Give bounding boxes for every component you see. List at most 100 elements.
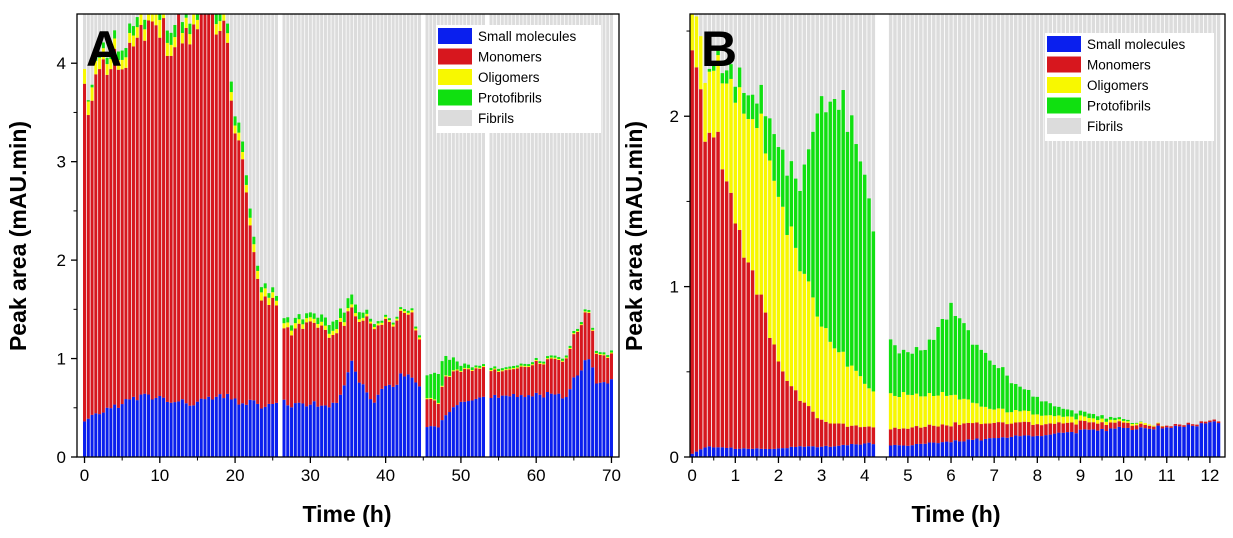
stacked-bar (523, 14, 527, 457)
bar-segment-oligomers (120, 59, 124, 70)
bar-segment-monomers (1199, 421, 1203, 424)
stacked-bar (750, 14, 755, 457)
bar-segment-monomers (538, 364, 542, 395)
bar-segment-fibrils (376, 14, 380, 457)
bar-segment-small-molecules (1134, 429, 1139, 457)
stacked-bar (305, 14, 309, 457)
bar-segment-protofibrils (109, 51, 113, 59)
stacked-bar (1031, 14, 1035, 457)
bar-segment-fibrils (252, 14, 256, 457)
bar-segment-protofibrils (94, 57, 98, 61)
bar-segment-oligomers (418, 337, 422, 340)
bar-segment-fibrils (380, 14, 384, 457)
bar-segment-protofibrils (406, 310, 410, 313)
bar-segment-oligomers (297, 319, 301, 324)
stacked-bar (1160, 14, 1165, 457)
x-tick-label: 12 (1200, 466, 1219, 485)
bar-segment-small-molecules (992, 438, 996, 457)
bar-segment-monomers (527, 367, 531, 396)
x-tick-label: 11 (1158, 466, 1176, 485)
stacked-bar (742, 14, 746, 457)
bar-segment-monomers (579, 325, 583, 371)
bar-segment-fibrils (1078, 14, 1083, 457)
bar-segment-monomers (594, 353, 598, 384)
stacked-bar (966, 14, 971, 457)
bar-segment-monomers (256, 278, 260, 404)
bar-segment-protofibrils (376, 321, 380, 324)
stacked-bar (135, 14, 139, 457)
bar-segment-monomers (131, 46, 135, 397)
bar-segment-protofibrils (837, 109, 841, 353)
stacked-bar (113, 14, 117, 457)
bar-segment-monomers (729, 192, 733, 448)
panel-a-x-axis-label: Time (h) (302, 501, 391, 527)
legend-swatch (438, 89, 472, 106)
bar-segment-oligomers (207, 0, 210, 3)
bar-segment-small-molecules (953, 440, 958, 457)
bar-segment-oligomers (1117, 419, 1122, 422)
bar-segment-oligomers (1065, 416, 1070, 423)
bar-segment-protofibrils (113, 30, 117, 39)
stacked-bar (1074, 14, 1078, 457)
bar-segment-protofibrils (116, 51, 120, 61)
bar-segment-oligomers (263, 288, 267, 297)
bar-segment-protofibrils (962, 323, 966, 399)
stacked-bar (1009, 14, 1014, 457)
bar-segment-monomers (410, 312, 414, 378)
stacked-bar (444, 14, 448, 457)
bar-segment-fibrils (414, 14, 418, 457)
bar-segment-oligomers (440, 385, 444, 387)
x-tick-label: 20 (226, 466, 245, 485)
bar-segment-oligomers (568, 347, 572, 349)
bar-segment-monomers (606, 357, 610, 384)
bar-segment-protofibrils (953, 316, 958, 395)
bar-segment-oligomers (587, 311, 591, 313)
bar-segment-monomers (944, 425, 949, 442)
bar-segment-fibrils (350, 14, 354, 457)
bar-segment-oligomers (493, 368, 497, 370)
bar-segment-oligomers (466, 368, 470, 370)
bar-segment-monomers (568, 348, 572, 390)
bar-segment-small-molecules (372, 402, 376, 457)
bar-segment-fibrils (564, 14, 568, 457)
bar-segment-oligomers (1009, 412, 1014, 424)
bar-segment-protofibrils (290, 325, 294, 331)
bar-segment-protofibrils (120, 50, 124, 60)
bar-segment-protofibrils (233, 116, 237, 126)
bar-segment-protofibrils (824, 112, 828, 329)
bar-segment-protofibrils (906, 352, 910, 395)
bar-segment-protofibrils (433, 372, 437, 400)
bar-segment-monomers (440, 386, 444, 421)
bar-segment-protofibrils (538, 361, 542, 364)
bar-segment-small-molecules (361, 384, 365, 457)
stacked-bar (519, 14, 523, 457)
bar-segment-fibrils (402, 14, 406, 457)
stacked-bar (724, 14, 729, 457)
bar-segment-small-molecules (451, 407, 455, 457)
bar-segment-oligomers (914, 393, 919, 427)
bar-segment-small-molecules (983, 438, 988, 457)
stacked-bar (177, 14, 181, 457)
bar-segment-protofibrils (746, 95, 750, 119)
bar-segment-fibrils (474, 14, 478, 457)
bar-segment-monomers (1022, 421, 1027, 436)
bar-segment-monomers (399, 310, 403, 374)
bar-segment-fibrils (500, 14, 504, 457)
bar-segment-small-molecules (576, 375, 580, 457)
bar-segment-protofibrils (798, 190, 802, 272)
bar-segment-protofibrils (316, 317, 320, 325)
stacked-bar (1014, 14, 1018, 457)
bar-segment-small-molecules (919, 443, 923, 457)
bar-segment-oligomers (979, 406, 983, 425)
bar-segment-fibrils (1117, 14, 1122, 457)
bar-segment-protofibrils (542, 361, 546, 364)
bar-segment-small-molecules (1018, 436, 1022, 457)
bar-segment-oligomers (308, 317, 312, 322)
bar-segment-oligomers (527, 366, 531, 368)
stacked-bar (583, 14, 587, 457)
stacked-bar (391, 14, 395, 457)
stacked-bar (1018, 14, 1022, 457)
bar-segment-oligomers (1134, 423, 1139, 426)
stacked-bar (863, 14, 867, 457)
bar-segment-oligomers (1091, 418, 1096, 423)
